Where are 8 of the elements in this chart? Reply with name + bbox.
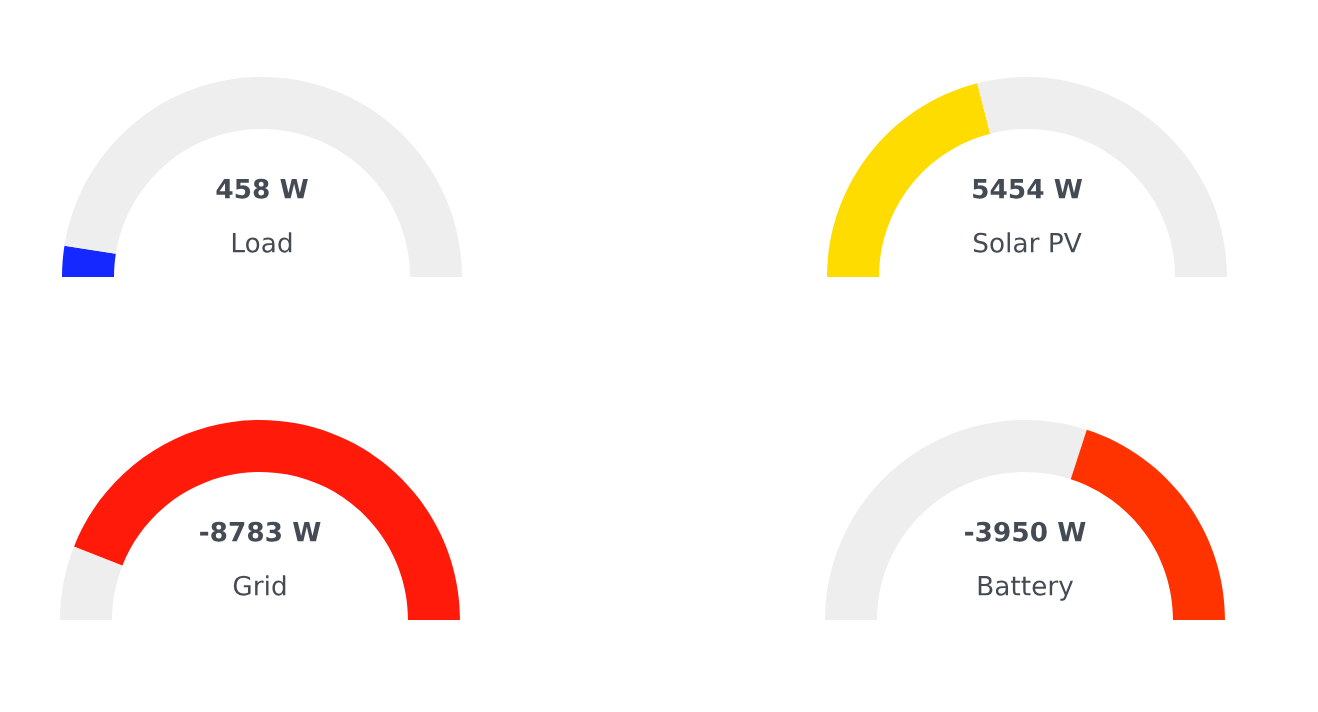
text: Load [232, 232, 292, 253]
text: -3950 W [965, 521, 1086, 542]
text: 458 W [216, 178, 308, 199]
text: Solar PV [973, 232, 1082, 253]
text: Battery [978, 576, 1074, 601]
text: Grid [233, 575, 286, 596]
text: 5454 W [973, 179, 1083, 199]
text: -8783 W [200, 521, 321, 542]
